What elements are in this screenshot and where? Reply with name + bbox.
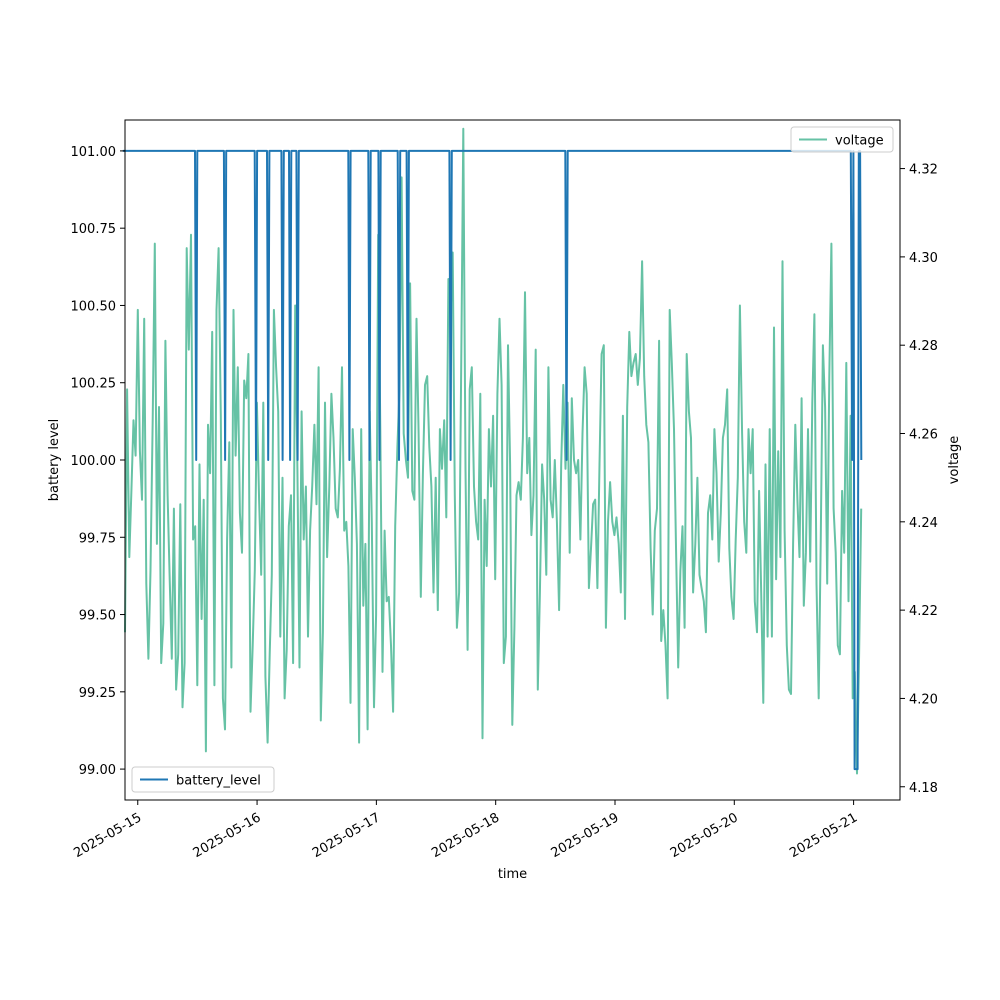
y-axis-title: battery level (47, 419, 62, 502)
y2-axis-title: voltage (947, 436, 962, 485)
y-tick-label: 99.75 (79, 531, 116, 546)
x-tick-label: 2025-05-15 (71, 810, 144, 861)
y-tick-label: 99.00 (79, 763, 116, 778)
series-line-voltage (124, 127, 863, 775)
legend-voltage: voltage (790, 126, 894, 153)
legend-box (131, 766, 275, 793)
series-line-battery-level (122, 149, 863, 771)
x-axis-ticks: 2025-05-15 2025-05-16 2025-05-17 2025-05-18… (71, 800, 860, 861)
y2-tick-label: 4.20 (909, 692, 938, 707)
y2-tick-label: 4.26 (909, 428, 938, 443)
x-tick-label: 2025-05-16 (191, 810, 264, 861)
x-tick-label: 2025-05-18 (429, 810, 502, 861)
legend-battery-level: battery_level (131, 766, 275, 793)
y2-tick-label: 4.30 (909, 251, 938, 266)
y-tick-label: 99.50 (79, 609, 116, 624)
x-tick-label: 2025-05-17 (310, 810, 383, 861)
y2-tick-label: 4.24 (909, 516, 938, 531)
y2-tick-label: 4.28 (909, 339, 938, 354)
y-tick-label: 100.50 (71, 299, 117, 314)
y-tick-label: 100.25 (71, 377, 117, 392)
legend-label-voltage: voltage (835, 134, 884, 149)
y2-tick-label: 4.18 (909, 781, 938, 796)
legend-label-battery-level: battery_level (176, 774, 261, 789)
x-tick-label: 2025-05-21 (787, 810, 860, 861)
y2-tick-label: 4.32 (909, 163, 938, 178)
y-tick-label: 101.00 (71, 145, 117, 160)
y-tick-label: 100.00 (71, 454, 117, 469)
x-tick-label: 2025-05-19 (549, 810, 622, 861)
x-tick-label: 2025-05-20 (668, 810, 741, 861)
y-tick-label: 99.25 (79, 686, 116, 701)
legend-box (790, 126, 894, 153)
x-axis-title: time (498, 867, 527, 882)
y2-axis-ticks: 4.18 4.20 4.22 4.24 4.26 4.28 4.30 4.32 (900, 163, 938, 796)
series-layer (122, 127, 863, 775)
y-tick-label: 100.75 (71, 222, 117, 237)
y2-tick-label: 4.22 (909, 604, 938, 619)
y-axis-ticks: 99.00 99.25 99.50 99.75 100.00 100.25 100.50 10… (71, 145, 125, 778)
